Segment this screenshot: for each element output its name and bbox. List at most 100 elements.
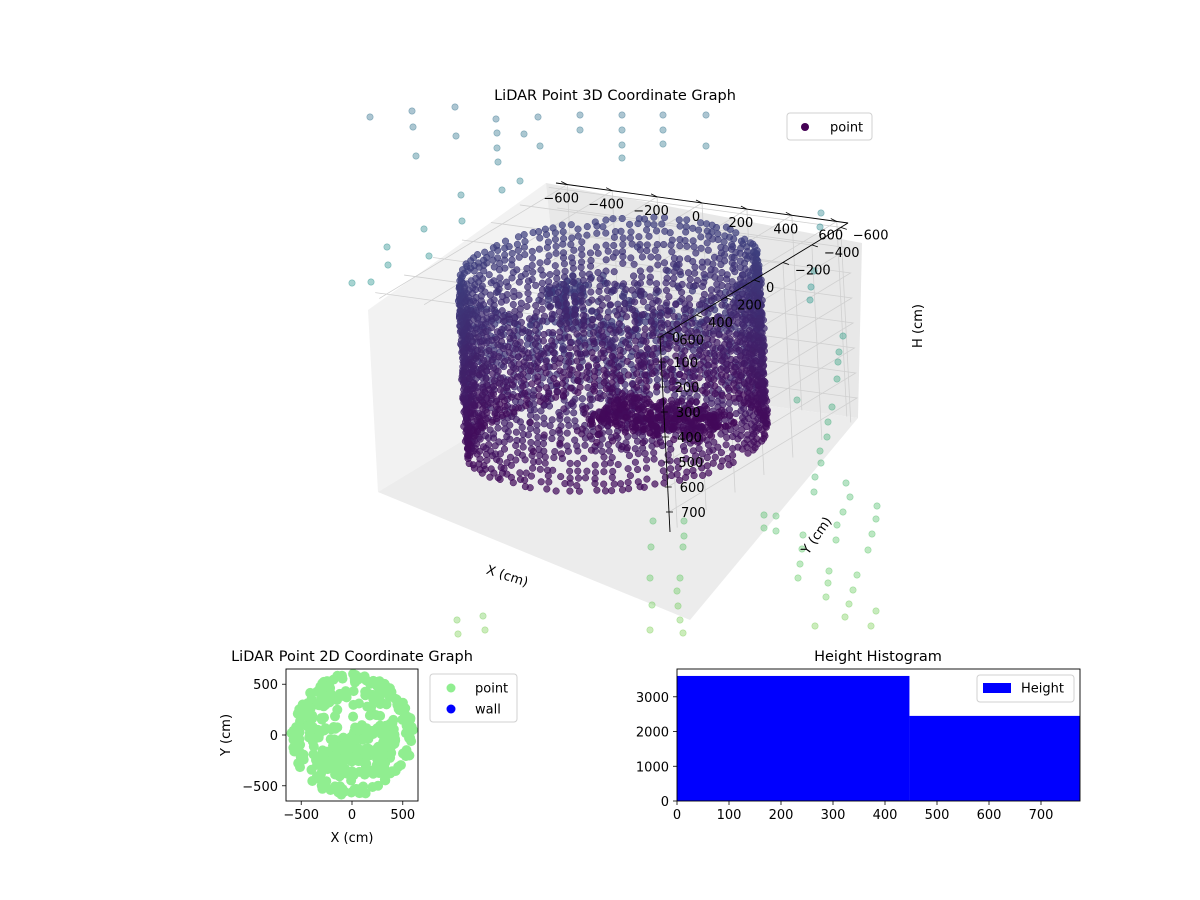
point-3d	[693, 328, 701, 337]
point-3d	[688, 319, 696, 327]
point-3d	[545, 389, 553, 397]
point-3d-faded	[384, 261, 392, 269]
point-3d	[583, 368, 591, 376]
point-3d	[645, 232, 653, 240]
point-3d-faded	[367, 278, 375, 286]
tick-label-3d-x: −600	[543, 192, 579, 207]
point-2d	[392, 699, 403, 710]
point-3d	[523, 302, 531, 310]
point-3d	[594, 394, 602, 402]
point-3d	[604, 287, 612, 295]
point-3d	[660, 214, 669, 222]
point-3d	[529, 391, 537, 399]
point-3d	[483, 456, 491, 464]
point-3d	[648, 369, 656, 378]
tick-label-hist-y: 2000	[636, 726, 669, 741]
point-3d	[634, 395, 642, 403]
point-3d	[589, 316, 597, 324]
point-3d	[712, 223, 721, 232]
point-3d-faded	[647, 543, 655, 551]
point-3d	[497, 338, 506, 346]
point-3d	[519, 443, 527, 451]
point-3d	[690, 458, 698, 466]
point-3d	[591, 469, 600, 477]
tick-label-3d-y: 200	[737, 299, 762, 314]
tick-label-2d-y: 0	[270, 729, 278, 744]
point-3d-faded	[824, 579, 832, 587]
point-3d	[648, 363, 656, 371]
point-3d	[646, 273, 654, 281]
point-3d	[653, 286, 661, 294]
point-3d	[574, 339, 582, 347]
point-3d	[707, 297, 715, 305]
point-3d	[596, 313, 604, 321]
point-3d-faded	[453, 616, 461, 624]
point-3d	[560, 260, 568, 268]
point-3d-faded	[649, 517, 657, 525]
point-3d	[513, 240, 521, 248]
point-3d	[562, 286, 570, 294]
point-3d-faded	[618, 126, 626, 134]
point-3d	[560, 235, 568, 243]
point-3d	[526, 418, 534, 426]
point-3d	[741, 235, 749, 243]
point-3d	[593, 438, 601, 447]
tick-label-3d-x: 600	[818, 228, 843, 243]
point-3d	[580, 316, 588, 324]
point-3d	[550, 362, 558, 371]
point-2d	[371, 710, 382, 721]
point-3d	[567, 384, 575, 392]
point-3d-faded	[576, 111, 584, 119]
point-3d-faded	[576, 126, 584, 134]
point-3d-faded	[772, 512, 780, 520]
chart-3d-xlabel: X (cm)	[484, 563, 530, 591]
point-3d	[746, 383, 754, 391]
point-3d	[615, 326, 623, 334]
point-3d	[665, 293, 673, 301]
point-3d	[649, 311, 657, 319]
point-3d	[478, 282, 486, 290]
point-3d	[573, 357, 581, 365]
point-3d	[477, 349, 485, 357]
point-3d	[509, 479, 517, 487]
point-3d	[496, 259, 504, 267]
point-3d-faded	[816, 223, 824, 231]
point-3d	[509, 300, 517, 309]
chart-histogram: Height Histogram 0 100 200 300 400 500 600 700 0…	[636, 649, 1081, 823]
point-3d	[501, 264, 509, 272]
point-3d	[647, 253, 655, 261]
point-3d	[532, 413, 540, 421]
point-3d	[574, 447, 582, 455]
point-3d	[634, 450, 642, 458]
point-3d	[687, 341, 695, 349]
point-3d	[619, 259, 627, 267]
point-3d	[564, 447, 572, 455]
point-3d	[689, 224, 697, 232]
point-3d-faded	[839, 332, 847, 340]
point-3d	[584, 362, 592, 370]
point-3d	[540, 431, 548, 439]
point-3d	[689, 373, 697, 381]
point-3d	[574, 232, 582, 240]
point-3d	[631, 311, 639, 319]
point-3d	[504, 428, 512, 436]
point-2d	[353, 674, 364, 685]
point-3d	[469, 343, 477, 351]
point-3d	[540, 312, 549, 320]
point-3d	[508, 249, 516, 257]
point-3d	[571, 306, 579, 314]
chart-2d: LiDAR Point 2D Coordinate Graph −500 0 500…	[219, 649, 518, 846]
point-3d	[659, 370, 667, 378]
point-3d	[566, 459, 574, 467]
point-3d	[483, 367, 491, 375]
point-3d-faded	[824, 418, 832, 426]
point-3d	[494, 367, 502, 375]
point-3d	[710, 438, 718, 446]
point-3d-faded	[796, 560, 804, 568]
point-3d	[535, 228, 543, 236]
point-3d	[535, 385, 543, 393]
point-3d	[703, 454, 711, 462]
point-3d	[623, 325, 631, 333]
point-3d	[546, 289, 554, 298]
point-3d	[563, 429, 571, 437]
